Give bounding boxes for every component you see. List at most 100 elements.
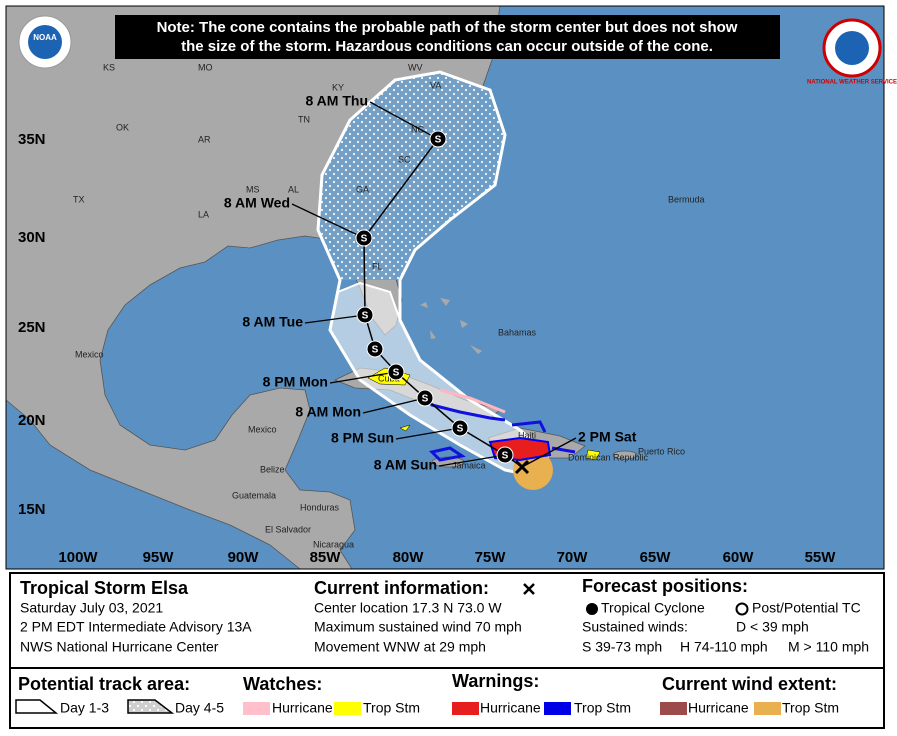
legend-wind-trop: Trop Stm [782,700,839,716]
place-label: Mexico [75,349,104,359]
cone-outline [316,70,549,480]
place-label: Bahamas [498,327,537,337]
current-title: Current information: [314,578,489,598]
forecast-point [366,340,384,358]
latitude-label: 35N [18,131,46,148]
place-label: KS [103,62,115,72]
place-label: TX [73,194,85,204]
map [6,6,884,569]
place-label: Bermuda [668,194,705,204]
forecast-title: Forecast positions: [582,576,748,596]
place-label: FL [372,261,383,271]
watch-hurricane-swatch [243,702,270,715]
day13-swatch [15,699,59,714]
place-label: Mexico [248,424,277,434]
storm-symbol: S [502,451,509,462]
forecast-time: 8 AM Tue [242,314,303,330]
forecast-point [387,363,405,381]
leader-line [369,101,439,140]
storm-symbol: S [393,368,400,379]
place-label: LA [198,209,209,219]
place-label: Nicaragua [313,539,354,549]
longitude-label: 70W [557,549,589,566]
forecast-point [356,306,374,324]
forecast-sustained: Sustained winds: [582,619,688,635]
place-label: VA [430,80,441,90]
warning-trop-stm [418,390,576,462]
center: NWS National Hurricane Center [20,639,219,655]
legend-track-title: Potential track area: [18,674,190,694]
note-box [115,15,780,59]
legend-warning-hurricane: Hurricane [480,700,541,716]
map-frame [5,5,885,570]
place-label: GA [356,184,369,194]
watch-hurricane [439,388,506,414]
forecast-post: Post/Potential TC [752,600,861,616]
bahamas [420,298,482,354]
place-label: Haiti [518,430,536,440]
storm-symbol: S [435,135,442,146]
longitude-label: 80W [393,549,425,566]
storm-symbol: S [361,234,368,245]
longitude-label: 65W [640,549,672,566]
leader-line [304,314,366,324]
note: Note: The cone contains the probable pat… [157,19,738,36]
legend-warning-trop: Trop Stm [574,700,631,716]
wind-hurricane-swatch [660,702,687,715]
warning-hurricane-swatch [452,702,479,715]
forecast-time: 8 AM Sun [374,457,437,473]
place-label: Puerto Rico [638,446,685,456]
storm-symbol: S [457,424,464,435]
note: the size of the storm. Hazardous conditi… [181,38,713,55]
place-label: Cuba [378,373,400,383]
forecast-point [416,389,434,407]
place-label: Honduras [300,502,340,512]
storm-symbol: S [362,311,369,322]
place-label: MO [198,62,213,72]
place-label: Belize [260,464,285,474]
latitude-label: 20N [18,412,46,429]
leader-line [438,454,506,467]
longitude-label: 75W [475,549,507,566]
place-label: El Salvador [265,524,311,534]
puerto-rico [612,450,638,460]
longitude-label: 85W [310,549,342,566]
current-symbol [523,583,535,595]
forecast-point [429,130,447,148]
storm-name: Tropical Storm Elsa [20,578,189,598]
legend-day45: Day 4-5 [175,700,224,716]
latitude-label: 15N [18,501,46,518]
advisory: 2 PM EDT Intermediate Advisory 13A [20,619,252,635]
place-label: Dominican Republic [568,452,649,462]
legend-watch-trop: Trop Stm [363,700,420,716]
legend-wind-hurricane: Hurricane [688,700,749,716]
longitude-label: 100W [58,549,98,566]
forecast-point [355,229,373,247]
latitude-label: 30N [18,229,46,246]
place-label: NC [411,124,424,134]
longitude-label: 60W [723,549,755,566]
longitude-label: 55W [805,549,837,566]
latitude-label: 25N [18,319,46,336]
current-line: Maximum sustained wind 70 mph [314,619,522,635]
noaa-logo-inner [28,25,62,59]
forecast-time: 8 AM Mon [295,404,361,420]
place-label: AR [198,134,211,144]
place-label: Jamaica [452,460,486,470]
leader-line [362,397,426,414]
legend-watch-hurricane: Hurricane [272,700,333,716]
tropical-symbol [586,603,598,615]
post-symbol [735,602,749,616]
current-line: Movement WNW at 29 mph [314,639,486,655]
leader-line [329,371,397,384]
forecast-d: D < 39 mph [736,619,809,635]
forecast-point [496,446,514,464]
forecast-time: 8 AM Wed [224,195,290,211]
forecast-h: H 74-110 mph [680,639,768,655]
place-label: KY [332,82,344,92]
storm-date: Saturday July 03, 2021 [20,600,163,616]
current-line: Center location 17.3 N 73.0 W [314,600,502,616]
forecast-tropical: Tropical Cyclone [601,600,705,616]
storm-symbol: S [422,394,429,405]
